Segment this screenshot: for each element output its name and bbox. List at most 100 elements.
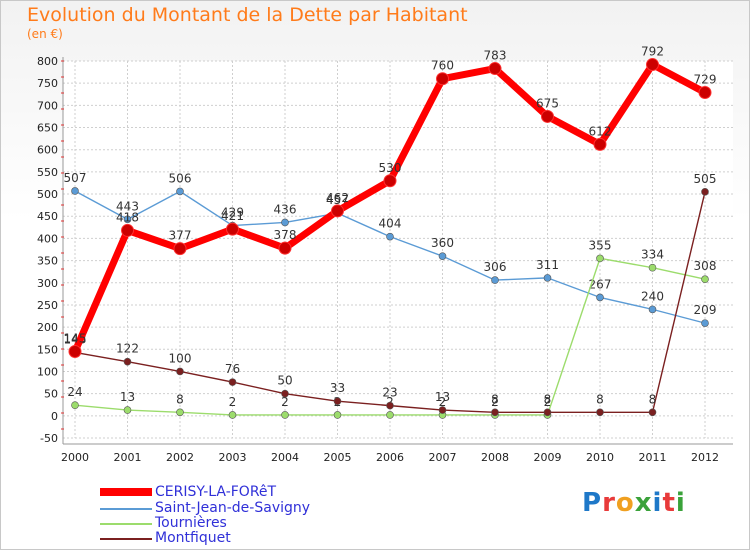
plot-area xyxy=(63,61,733,438)
data-point xyxy=(121,223,134,237)
data-point xyxy=(596,293,604,302)
legend-swatch-tournieres xyxy=(100,523,152,525)
data-label: 443 xyxy=(116,199,139,213)
y-tick-label: -50 xyxy=(40,432,58,445)
data-point xyxy=(491,276,499,284)
y-tick-label: 250 xyxy=(37,299,58,312)
data-point xyxy=(438,252,447,260)
data-point xyxy=(648,263,657,272)
data-label: 267 xyxy=(589,277,612,291)
data-label: 792 xyxy=(641,45,664,59)
y-tick-label: 0 xyxy=(51,410,58,423)
data-point xyxy=(648,408,657,417)
data-point xyxy=(491,408,499,417)
x-tick-label: 2002 xyxy=(166,451,194,464)
data-label: 505 xyxy=(694,172,717,186)
x-tick-label: 2009 xyxy=(534,451,562,464)
data-label: 2 xyxy=(281,395,289,409)
data-label: 24 xyxy=(67,385,82,399)
data-point xyxy=(281,389,289,398)
data-point xyxy=(331,204,344,218)
logo-letter: t xyxy=(662,488,676,518)
y-tick-label: 650 xyxy=(37,122,58,135)
data-point xyxy=(438,406,447,414)
data-label: 2 xyxy=(491,395,499,409)
data-point xyxy=(386,401,394,410)
data-label: 13 xyxy=(120,390,135,404)
x-tick-label: 2011 xyxy=(639,451,667,464)
data-point xyxy=(176,408,184,417)
data-point xyxy=(488,62,502,76)
legend-label-saint-jean: Saint-Jean-de-Savigny xyxy=(155,500,311,516)
data-point xyxy=(648,305,657,314)
data-point xyxy=(281,218,289,227)
data-point xyxy=(596,408,604,417)
data-label: 311 xyxy=(536,258,559,272)
logo-letter: r xyxy=(602,488,616,518)
data-label: 100 xyxy=(169,351,192,365)
data-point xyxy=(123,215,132,224)
legend-item-cerisy: CERISY-LA-FORêT xyxy=(100,484,340,500)
y-tick-label: 200 xyxy=(37,321,58,334)
chart-unit-label: (en €) xyxy=(27,27,63,41)
data-point xyxy=(176,367,184,376)
data-label: 145 xyxy=(64,332,87,346)
x-tick-label: 2010 xyxy=(586,451,614,464)
data-label: 8 xyxy=(596,392,604,406)
logo-letter: P xyxy=(582,488,603,518)
y-tick-label: 700 xyxy=(37,99,58,112)
data-point xyxy=(68,345,82,359)
y-tick-label: 550 xyxy=(37,166,58,179)
data-point xyxy=(123,357,132,366)
data-label: 377 xyxy=(169,229,192,243)
data-label: 50 xyxy=(277,374,292,388)
data-label: 334 xyxy=(641,248,664,262)
x-tick-label: 2012 xyxy=(691,451,719,464)
data-point xyxy=(173,242,187,256)
x-tick-label: 2004 xyxy=(271,451,299,464)
data-label: 306 xyxy=(484,260,507,274)
data-label: 506 xyxy=(169,171,192,185)
data-label: 436 xyxy=(274,202,297,216)
data-label: 612 xyxy=(589,124,612,138)
data-point xyxy=(176,187,184,196)
legend-swatch-cerisy xyxy=(100,488,152,496)
data-label: 507 xyxy=(64,171,87,185)
legend-label-cerisy: CERISY-LA-FORêT xyxy=(155,484,277,500)
data-label: 418 xyxy=(116,210,139,224)
data-label: 421 xyxy=(221,209,244,223)
y-tick-label: 100 xyxy=(37,365,58,378)
logo-letter: x xyxy=(634,488,653,518)
data-label: 2 xyxy=(439,395,447,409)
data-label: 8 xyxy=(491,392,499,406)
data-point xyxy=(123,406,132,414)
data-point xyxy=(333,411,342,419)
x-tick-label: 2006 xyxy=(376,451,404,464)
data-label: 429 xyxy=(221,206,244,220)
data-point xyxy=(226,222,239,236)
data-point xyxy=(698,85,712,99)
legend-label-montfiquet: Montfiquet xyxy=(155,530,231,546)
data-point xyxy=(228,378,237,386)
y-tick-label: 500 xyxy=(37,188,58,201)
data-point xyxy=(596,254,604,263)
y-tick-label: 150 xyxy=(37,343,58,356)
data-point xyxy=(386,232,394,241)
x-tick-label: 2003 xyxy=(219,451,247,464)
data-label: 355 xyxy=(589,238,612,252)
y-tick-label: 750 xyxy=(37,77,58,90)
legend-item-tournieres: Tournières xyxy=(100,515,340,531)
data-label: 209 xyxy=(694,303,717,317)
data-point xyxy=(543,408,552,417)
data-label: 404 xyxy=(379,217,402,231)
data-label: 675 xyxy=(536,96,559,110)
x-tick-label: 2001 xyxy=(114,451,142,464)
x-tick-label: 2008 xyxy=(481,451,509,464)
data-point xyxy=(228,411,237,419)
legend-item-saint-jean: Saint-Jean-de-Savigny xyxy=(100,500,340,516)
data-label: 2 xyxy=(229,395,237,409)
legend-swatch-montfiquet xyxy=(100,538,152,540)
data-label: 76 xyxy=(225,362,240,376)
x-tick-label: 2000 xyxy=(61,451,89,464)
